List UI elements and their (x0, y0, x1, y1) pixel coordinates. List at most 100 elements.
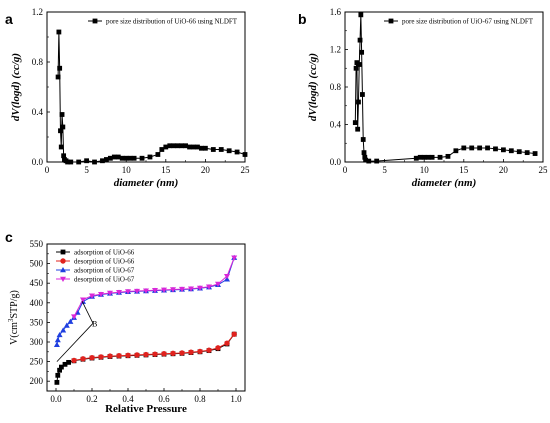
data-point (197, 285, 203, 291)
data-point (425, 154, 431, 160)
data-point (71, 314, 77, 320)
data-point (361, 150, 367, 156)
data-point (80, 356, 86, 362)
annotation-label: B (92, 319, 97, 328)
data-point (98, 354, 104, 360)
data-point (362, 154, 368, 160)
series-line (57, 31, 246, 163)
x-tick-label: 20 (499, 165, 509, 175)
data-point (231, 331, 237, 337)
data-point (127, 155, 133, 161)
data-point (224, 273, 230, 280)
data-point (107, 155, 113, 161)
data-point (224, 340, 230, 346)
y-tick-label: 500 (30, 259, 44, 269)
legend-label: desorption of UiO-67 (74, 276, 135, 284)
data-point (445, 153, 451, 159)
x-tick-label: 10 (420, 165, 430, 175)
x-tick-label: 1.0 (230, 394, 242, 404)
data-point (508, 148, 514, 154)
x-tick-label: 20 (201, 165, 211, 175)
legend-marker (388, 18, 394, 24)
chart-b: 0 5 10 15 20 25 0.0 0.4 0.8 1.2 1.6 diameter (nm) dV… (307, 7, 548, 189)
data-point (89, 354, 95, 361)
data-point (125, 352, 131, 359)
x-tick-label: 10 (122, 165, 132, 175)
data-point (206, 347, 212, 353)
x-tick-label: 15 (161, 165, 171, 175)
data-point (179, 350, 185, 356)
data-point (231, 255, 238, 261)
data-point (107, 353, 113, 359)
y-axis-label: V(cm3STP/g) (7, 290, 20, 345)
y-axis-label-superscript: 3 (7, 318, 15, 322)
data-point (355, 126, 361, 132)
y-tick-label: 0.4 (330, 120, 342, 130)
data-point (191, 144, 196, 150)
data-point (199, 145, 204, 151)
data-point (111, 154, 117, 160)
data-point (57, 65, 63, 71)
data-point (147, 154, 153, 160)
data-point (155, 152, 161, 157)
data-point (360, 92, 365, 97)
data-point (183, 143, 188, 149)
data-point (56, 331, 63, 338)
data-point (437, 154, 443, 160)
data-point (161, 287, 167, 293)
data-point (63, 322, 70, 328)
data-point (123, 155, 129, 161)
legend-marker (60, 267, 66, 273)
data-point (413, 155, 419, 161)
y-tick-label: 1.6 (330, 7, 342, 17)
y-tick-label: 400 (30, 298, 44, 308)
data-point (55, 74, 61, 80)
data-point (116, 290, 122, 296)
data-point (68, 159, 74, 165)
data-point (360, 137, 366, 142)
legend-marker (60, 258, 66, 264)
data-point (54, 337, 61, 343)
data-point (58, 128, 63, 134)
x-tick-label: 0.2 (86, 394, 97, 404)
data-point (134, 352, 140, 358)
x-tick-label: 0.4 (122, 394, 134, 404)
data-point (485, 145, 490, 151)
data-point (352, 120, 358, 126)
data-point (170, 287, 176, 293)
data-point (159, 147, 165, 152)
data-point (161, 351, 167, 357)
data-point (516, 149, 522, 155)
data-point (469, 145, 475, 151)
legend-label: adsorption of UiO-66 (74, 249, 135, 257)
data-point (203, 145, 208, 151)
y-tick-label: 0.8 (330, 82, 342, 92)
x-tick-label: 0.8 (194, 394, 206, 404)
y-tick-label: 1.2 (32, 7, 43, 17)
data-point (188, 286, 194, 292)
data-point (215, 345, 221, 351)
x-tick-label: 0 (343, 165, 348, 175)
data-point (532, 151, 538, 156)
data-point (453, 148, 459, 154)
data-point (179, 143, 185, 149)
data-point (206, 284, 212, 290)
data-point (353, 65, 359, 71)
data-point (356, 62, 362, 67)
data-point (143, 351, 149, 358)
x-tick-label: 15 (459, 165, 469, 175)
y-tick-label: 200 (30, 376, 44, 386)
data-point (167, 143, 173, 149)
data-point (84, 158, 89, 164)
data-point (55, 372, 61, 378)
data-point (215, 281, 221, 287)
data-point (152, 351, 158, 357)
x-axis-label: diameter (nm) (412, 177, 476, 189)
data-point (429, 154, 435, 160)
data-point (417, 154, 423, 160)
y-tick-label: 350 (30, 317, 44, 327)
data-point (139, 155, 145, 161)
data-point (59, 112, 65, 117)
data-point (66, 359, 71, 365)
plot-frame (344, 11, 544, 163)
